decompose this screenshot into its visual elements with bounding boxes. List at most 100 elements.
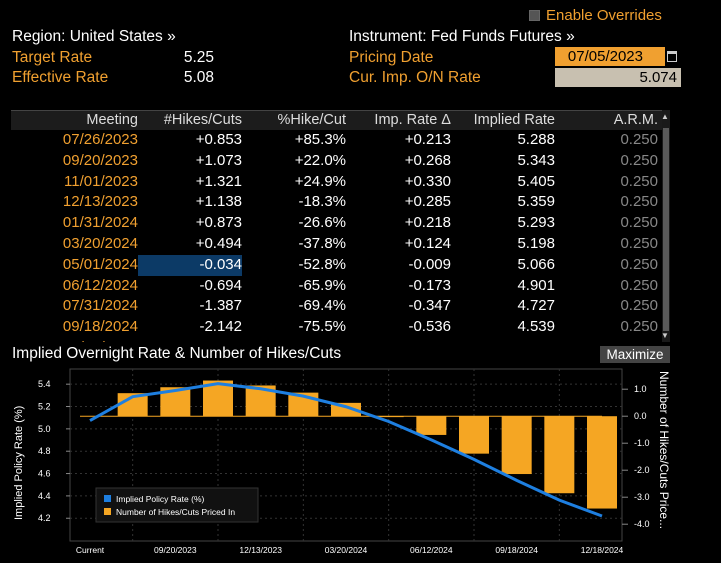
selected-cell[interactable]: -0.034 [138,254,242,276]
left-tick-label: 5.2 [38,402,51,412]
table-row[interactable]: 11/07/2024-2.853-71.1%-0.7134.3620.250 [11,338,670,342]
table-cell: 12/13/2023 [62,193,138,211]
calendar-icon[interactable] [667,51,677,62]
bar [117,393,148,417]
table-cell: +0.330 [404,172,451,190]
legend-rate-label: Implied Policy Rate (%) [116,494,205,504]
table-cell: 0.250 [620,172,658,190]
legend-hikes-swatch [104,508,111,515]
table-cell: +24.9% [294,172,346,190]
overrides-checkbox[interactable] [529,10,540,21]
col-imp-rate-delta[interactable]: Imp. Rate Δ [374,112,451,128]
table-cell: 03/20/2024 [62,234,138,252]
target-rate-value: 5.25 [183,48,214,66]
table-cell: -2.853 [138,338,242,342]
pricing-date-input[interactable]: 07/05/2023 [555,47,665,66]
right-tick-label: -3.0 [634,492,650,502]
left-tick-label: 4.6 [38,469,51,479]
table-cell: -65.9% [298,276,346,294]
scroll-up-icon[interactable]: ▲ [661,112,669,121]
table-cell: -0.713 [346,338,451,342]
table-row[interactable]: 07/26/2023 +0.853 +85.3% +0.213 5.288 0.250 [11,130,670,151]
table-cell: -0.034 [138,254,242,276]
left-axis-label: Implied Policy Rate (%) [13,406,25,520]
x-axis-ticks: Current 09/20/2023 12/13/2023 03/20/2024 06/… [76,545,624,555]
table-cell: -37.8% [298,234,346,252]
table-row[interactable]: 05/01/2024 -0.034 -52.8% -0.009 5.066 0.250 [11,254,670,276]
imp-rate-input[interactable]: 5.074 [555,68,681,87]
table-row[interactable]: 11/01/2023 +1.321 +24.9% +0.330 5.405 0.250 [11,172,670,193]
table-cell: 0.250 [620,214,658,232]
table-row[interactable]: 07/31/2024 -1.387 -69.4% -0.347 4.727 0.250 [11,296,670,317]
right-tick-label: 1.0 [634,384,647,394]
table-cell: 0.250 [620,255,658,273]
table-cell: -1.387 [199,297,242,315]
region-selector[interactable]: Region: United States » [12,28,176,45]
table-cell: -71.1% [242,338,346,342]
table-cell: 0.250 [620,234,658,252]
table-cell: 0.250 [620,193,658,211]
table-cell: 4.901 [517,276,555,294]
x-tick-label: 03/20/2024 [325,545,368,555]
left-tick-label: 5.4 [38,379,51,389]
x-tick-label: 12/18/2024 [581,545,624,555]
chart-svg: 4.2 4.4 4.6 4.8 5.0 5.2 5.4 -4.0 -3.0 -2.0 -1.0 0.… [0,365,721,563]
col-implied-rate[interactable]: Implied Rate [473,112,555,128]
col-meeting[interactable]: Meeting [86,112,138,128]
table-body: 07/26/2023 +0.853 +85.3% +0.213 5.288 0.250 09… [11,130,670,342]
table-row[interactable]: 03/20/2024 +0.494 -37.8% +0.124 5.198 0.250 [11,234,670,255]
table-cell: 0.250 [555,338,660,342]
table-cell: +1.321 [195,172,242,190]
enable-overrides-toggle[interactable]: Enable Overrides [529,7,662,24]
effective-rate-value: 5.08 [183,69,214,86]
table-cell: -0.173 [408,276,451,294]
table-cell: +0.873 [195,214,242,232]
chart-area: 4.2 4.4 4.6 4.8 5.0 5.2 5.4 -4.0 -3.0 -2.0 -1.0 0.… [0,365,721,563]
left-tick-label: 5.0 [38,424,51,434]
bar [587,416,617,509]
right-axis-ticks: -4.0 -3.0 -2.0 -1.0 0.0 1.0 [622,384,650,529]
target-rate-label: Target Rate [12,48,93,66]
meetings-table: Meeting #Hikes/Cuts %Hike/Cut Imp. Rate … [11,110,670,342]
table-cell: +1.138 [195,193,242,211]
left-axis-ticks: 4.2 4.4 4.6 4.8 5.0 5.2 5.4 [38,379,70,523]
table-cell: 0.250 [620,151,658,169]
table-cell: +22.0% [294,151,346,169]
x-tick-label: 09/20/2023 [154,545,197,555]
table-cell: -0.347 [408,297,451,315]
table-cell: +0.853 [195,131,242,148]
table-cell: -69.4% [298,297,346,315]
col-hikes-cuts[interactable]: #Hikes/Cuts [163,112,242,128]
chart-title: Implied Overnight Rate & Number of Hikes… [12,345,342,362]
table-cell: 4.362 [451,338,555,342]
table-cell: -75.5% [298,318,346,336]
chart-legend: Implied Policy Rate (%) Number of Hikes/… [95,487,259,523]
right-tick-label: -2.0 [634,465,650,475]
table-cell: 0.250 [620,318,658,336]
col-arm[interactable]: A.R.M. [613,112,658,128]
legend-hikes-label: Number of Hikes/Cuts Priced In [116,507,235,517]
table-cell: -0.694 [199,276,242,294]
table-cell: 11/01/2023 [64,172,138,190]
table-row[interactable]: 09/18/2024 -2.142 -75.5% -0.536 4.539 0.250 [11,317,670,338]
table-cell: 5.405 [517,172,555,190]
bar [544,416,575,494]
table-row[interactable]: 09/20/2023 +1.073 +22.0% +0.268 5.343 0.250 [11,151,670,172]
effective-rate-label: Effective Rate [12,69,109,86]
right-tick-label: 0.0 [634,411,647,421]
table-row[interactable]: 01/31/2024 +0.873 -26.6% +0.218 5.293 0.250 [11,213,670,234]
x-tick-label: Current [76,545,105,555]
table-cell: +0.285 [404,193,451,211]
x-tick-label: 12/13/2023 [239,545,282,555]
table-row[interactable]: 12/13/2023 +1.138 -18.3% +0.285 5.359 0.250 [11,192,670,213]
col-pct-hike-cut[interactable]: %Hike/Cut [277,112,347,128]
instrument-selector[interactable]: Instrument: Fed Funds Futures » [349,28,575,45]
table-cell: +0.124 [404,234,451,252]
table-row[interactable]: 06/12/2024 -0.694 -65.9% -0.173 4.901 0.250 [11,276,670,297]
table-cell: 4.539 [517,318,555,336]
table-cell: 01/31/2024 [62,214,138,232]
table-cell: 07/31/2024 [62,297,138,315]
maximize-button[interactable]: Maximize [600,346,670,363]
table-scroll-thumb[interactable] [663,128,669,331]
scroll-down-icon[interactable]: ▼ [661,331,669,340]
